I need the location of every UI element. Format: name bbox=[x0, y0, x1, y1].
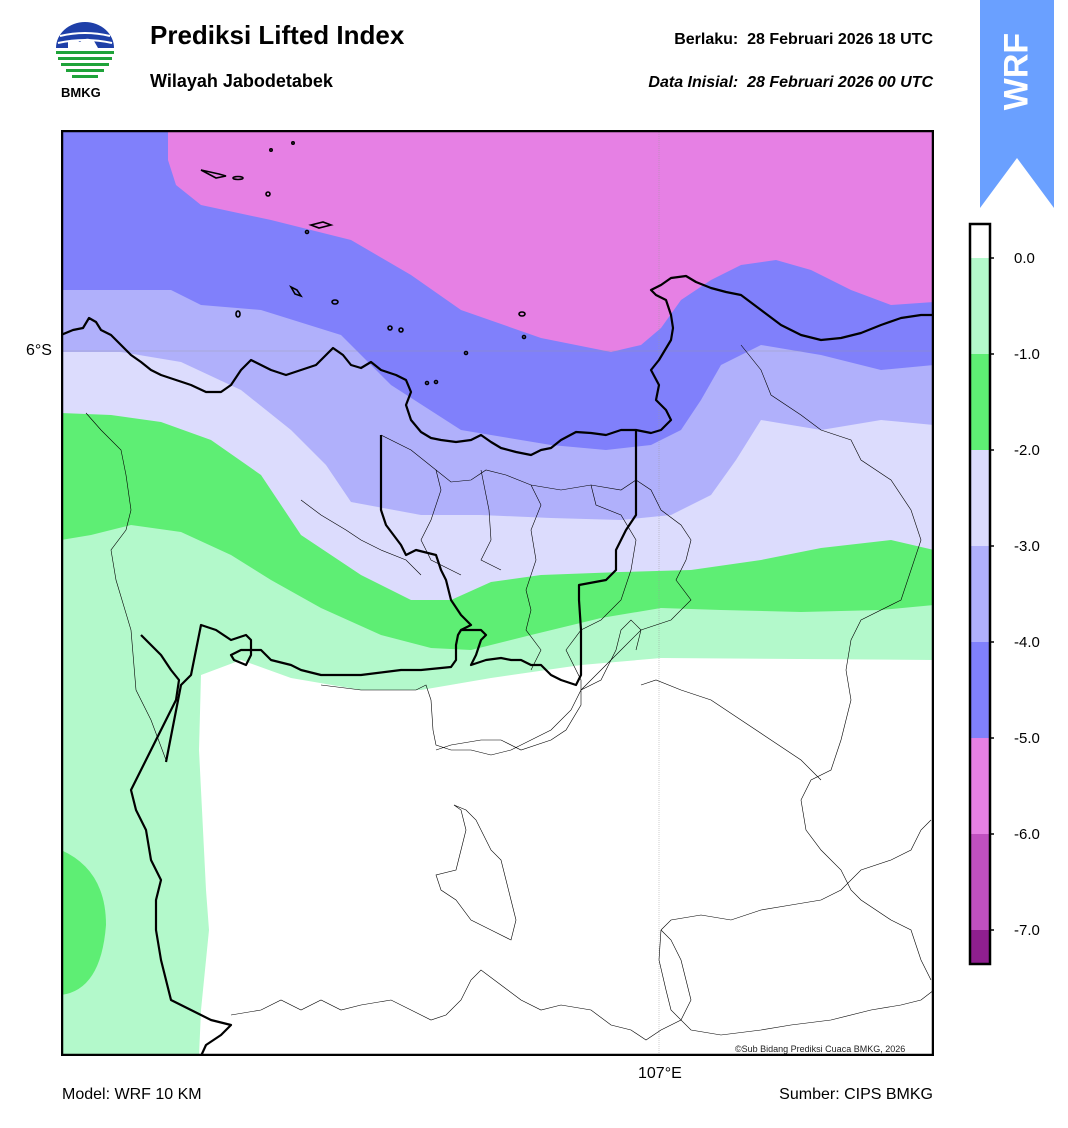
page-title: Prediksi Lifted Index bbox=[150, 20, 405, 50]
wrf-badge: WRF bbox=[980, 0, 1054, 208]
colorbar-tick-7: -7.0 bbox=[1014, 922, 1040, 939]
colorbar-tick-1: -1.0 bbox=[1014, 346, 1040, 363]
colorbar-tick-4: -4.0 bbox=[1014, 634, 1040, 651]
regency-boundaries bbox=[85, 344, 934, 1041]
colorbar-swatch-minus1-to-minus2 bbox=[970, 354, 990, 450]
lon-tick-label: 107°E bbox=[638, 1065, 682, 1082]
colorbar-swatch-minus2-to-minus3 bbox=[970, 450, 990, 546]
init-label: Data Inisial: bbox=[648, 74, 739, 91]
colorbar-swatch-minus4-to-minus5 bbox=[970, 642, 990, 738]
lat-tick-label: 6°S bbox=[26, 342, 52, 359]
colorbar-tick-3: -3.0 bbox=[1014, 538, 1040, 555]
colorbar-swatch-minus3-to-minus4 bbox=[970, 546, 990, 642]
contour-blob-green-left bbox=[61, 850, 106, 995]
source-label: Sumber: CIPS BMKG bbox=[779, 1086, 933, 1103]
valid-label: Berlaku: bbox=[674, 31, 739, 48]
colorbar-tick-2: -2.0 bbox=[1014, 442, 1040, 459]
lifted-index-map bbox=[61, 130, 934, 1056]
map-frame-border bbox=[61, 130, 934, 1056]
colorbar-swatch-0-to-minus1 bbox=[970, 258, 990, 354]
wrf-badge-text: WRF bbox=[997, 32, 1036, 111]
init-time-row: Data Inisial: 28 Februari 2026 00 UTC bbox=[648, 74, 933, 92]
colorbar-swatch-minus5-to-minus6 bbox=[970, 738, 990, 834]
colorbar-tick-6: -6.0 bbox=[1014, 826, 1040, 843]
map-credit: ©Sub Bidang Prediksi Cuaca BMKG, 2026 bbox=[735, 1044, 906, 1054]
model-label: Model: WRF 10 KM bbox=[62, 1086, 202, 1103]
province-coast-boundaries bbox=[61, 274, 934, 1056]
bmkg-logo bbox=[54, 22, 116, 84]
valid-time: 28 Februari 2026 18 UTC bbox=[747, 31, 933, 48]
init-time: 28 Februari 2026 00 UTC bbox=[747, 74, 933, 91]
islands bbox=[200, 141, 527, 386]
colorbar-swatch-below-minus7 bbox=[970, 930, 990, 964]
valid-time-row: Berlaku: 28 Februari 2026 18 UTC bbox=[674, 31, 933, 49]
page-subtitle: Wilayah Jabodetabek bbox=[150, 71, 333, 91]
logo-text: BMKG bbox=[61, 85, 101, 100]
bmkg-logo-icon bbox=[56, 22, 114, 78]
colorbar-tick-5: -5.0 bbox=[1014, 730, 1040, 747]
colorbar bbox=[968, 222, 994, 966]
colorbar-swatch-minus6-to-minus7 bbox=[970, 834, 990, 930]
contour-band-minus5-to-minus6 bbox=[168, 130, 934, 352]
colorbar-tick-0: 0.0 bbox=[1014, 250, 1035, 267]
